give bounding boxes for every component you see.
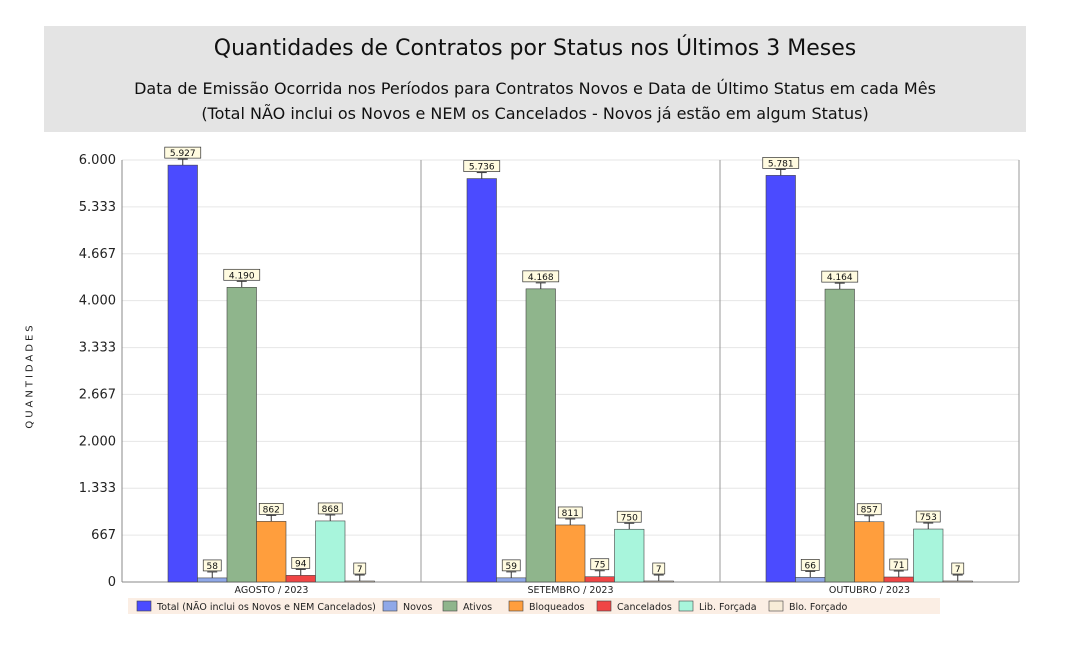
data-label: 71: [893, 561, 904, 571]
legend-swatch: [768, 600, 784, 612]
legend-label: Lib. Forçada: [699, 602, 757, 613]
legend-swatch: [442, 600, 458, 612]
bar: [854, 521, 885, 583]
bar: [584, 576, 615, 583]
data-label-box: [652, 562, 666, 575]
bar: [555, 524, 586, 583]
y-tick-label: 2.667: [79, 387, 116, 402]
data-label: 75: [594, 561, 605, 571]
data-label-box: [557, 506, 583, 519]
data-label-box: [522, 270, 560, 283]
bar: [913, 528, 944, 583]
data-label: 862: [263, 505, 280, 515]
bar: [197, 577, 228, 583]
data-label-box: [590, 558, 610, 571]
bar: [344, 580, 375, 583]
data-label: 4.168: [528, 273, 554, 283]
bar: [942, 580, 973, 583]
y-tick-label: 667: [91, 528, 116, 543]
data-label: 7: [656, 565, 662, 575]
data-label-box: [762, 157, 800, 169]
legend-label: Novos: [403, 602, 432, 613]
bar: [226, 287, 257, 583]
data-label: 7: [955, 565, 961, 575]
data-label: 4.190: [229, 271, 255, 281]
x-category-label: AGOSTO / 2023: [235, 585, 309, 596]
bar: [883, 576, 914, 583]
data-label: 58: [207, 562, 219, 572]
data-label-box: [353, 562, 367, 575]
data-label-box: [800, 559, 820, 571]
bar: [614, 528, 645, 583]
data-label-box: [915, 510, 941, 523]
y-tick-label: 3.333: [79, 341, 116, 356]
x-category-label: SETEMBRO / 2023: [527, 585, 613, 596]
data-label-box: [856, 503, 882, 516]
data-label-box: [951, 562, 965, 575]
chart-header: Quantidades de Contratos por Status nos …: [44, 26, 1026, 132]
data-label: 66: [805, 561, 817, 571]
bar: [824, 288, 855, 583]
data-label-box: [821, 270, 859, 283]
y-tick-label: 0: [108, 575, 116, 590]
y-tick-label: 4.000: [79, 294, 116, 309]
bar: [643, 580, 674, 583]
data-label-box: [616, 510, 642, 523]
bar: [525, 288, 556, 583]
legend-background: [128, 598, 940, 614]
legend-swatch: [596, 600, 612, 612]
data-label: 5.927: [170, 149, 196, 159]
data-label-box: [223, 268, 261, 281]
legend-label: Blo. Forçado: [789, 602, 848, 613]
y-tick-label: 4.667: [79, 247, 116, 262]
chart-subtitle-line-1: Data de Emissão Ocorrida nos Períodos pa…: [134, 79, 936, 98]
chart-title: Quantidades de Contratos por Status nos …: [213, 36, 857, 61]
bar: [315, 520, 346, 583]
data-label: 857: [861, 506, 878, 516]
legend-label: Cancelados: [617, 602, 672, 613]
data-label-box: [291, 557, 311, 569]
bar: [466, 178, 497, 583]
legend-label: Bloqueados: [529, 602, 585, 613]
y-tick-label: 2.000: [79, 434, 116, 449]
data-label: 868: [322, 505, 339, 515]
data-label-box: [164, 146, 202, 159]
data-label-box: [317, 502, 343, 515]
data-label: 59: [506, 562, 518, 572]
data-label-box: [202, 559, 222, 572]
legend-label: Total (NÃO inclui os Novos e NEM Cancela…: [156, 602, 376, 613]
data-label-box: [463, 160, 501, 172]
data-label-box: [501, 559, 521, 572]
data-label: 4.164: [827, 273, 853, 283]
legend-swatch: [382, 600, 398, 612]
x-category-label: OUTUBRO / 2023: [829, 585, 910, 596]
bar: [496, 577, 527, 583]
data-label: 811: [562, 509, 579, 519]
data-label: 750: [621, 513, 638, 523]
data-label: 7: [357, 565, 363, 575]
data-label: 5.781: [768, 159, 794, 169]
data-label: 753: [920, 513, 937, 523]
data-label: 5.736: [469, 163, 495, 173]
bar: [256, 521, 287, 583]
y-tick-label: 6.000: [79, 153, 116, 168]
chart-subtitle: Data de Emissão Ocorrida nos Períodos pa…: [44, 76, 1026, 126]
y-tick-label: 5.333: [79, 200, 116, 215]
bar: [285, 575, 316, 583]
chart-subtitle-line-2: (Total NÃO inclui os Novos e NEM os Canc…: [201, 104, 869, 123]
data-label-box: [258, 503, 284, 515]
bar: [795, 577, 826, 583]
bar: [765, 175, 796, 583]
data-label-box: [889, 558, 909, 571]
legend-swatch: [678, 600, 694, 612]
legend-label: Ativos: [463, 602, 492, 613]
legend-swatch: [136, 600, 152, 612]
data-label: 94: [295, 559, 307, 569]
y-tick-label: 1.333: [79, 481, 116, 496]
bar: [167, 164, 198, 583]
legend-swatch: [508, 600, 524, 612]
